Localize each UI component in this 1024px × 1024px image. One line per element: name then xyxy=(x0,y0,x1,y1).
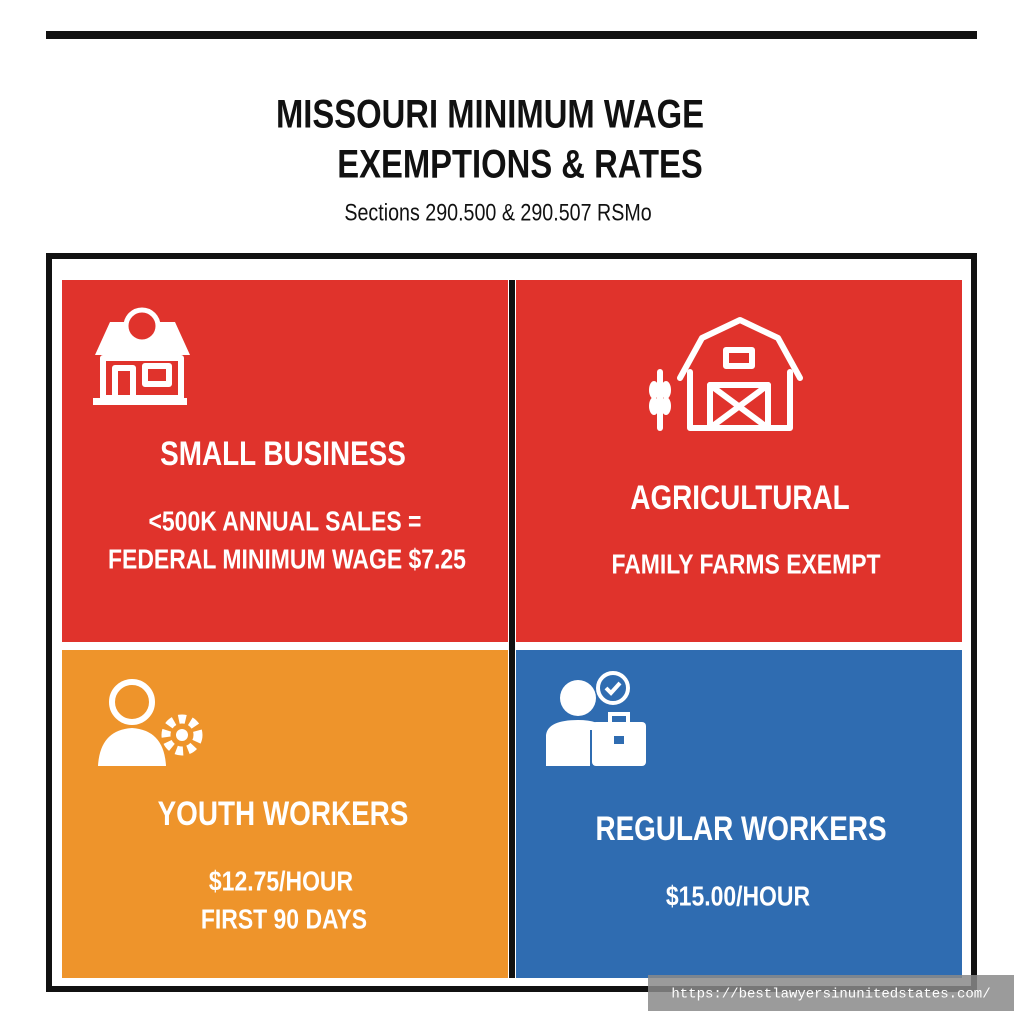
watermark: https://bestlawyersinunitedstates.com/ xyxy=(671,987,990,1003)
card-line: $12.75/HOUR xyxy=(209,866,353,897)
store-icon xyxy=(93,307,190,405)
subtitle: Sections 290.500 & 290.507 RSMo xyxy=(344,198,651,225)
card-title: REGULAR WORKERS xyxy=(595,809,886,847)
divider xyxy=(509,280,515,978)
person-briefcase-icon xyxy=(546,671,646,766)
card-line: FIRST 90 DAYS xyxy=(201,904,367,935)
title-line: EXEMPTIONS & RATES xyxy=(337,141,703,186)
card-title: YOUTH WORKERS xyxy=(158,794,409,832)
person-gear-icon xyxy=(98,679,203,766)
watermark-box xyxy=(648,975,1014,1011)
card-line: FEDERAL MINIMUM WAGE $7.25 xyxy=(108,544,466,575)
card-title: AGRICULTURAL xyxy=(630,478,849,516)
card-youth xyxy=(62,650,508,978)
title-line: MISSOURI MINIMUM WAGE xyxy=(276,91,704,136)
card-title: SMALL BUSINESS xyxy=(160,434,406,472)
card-agricultural xyxy=(516,280,962,642)
card-line: $15.00/HOUR xyxy=(666,881,810,912)
top-rule xyxy=(46,31,977,39)
card-line: <500K ANNUAL SALES = xyxy=(149,506,422,537)
card-line: FAMILY FARMS EXEMPT xyxy=(611,549,880,580)
barn-icon xyxy=(649,317,803,431)
